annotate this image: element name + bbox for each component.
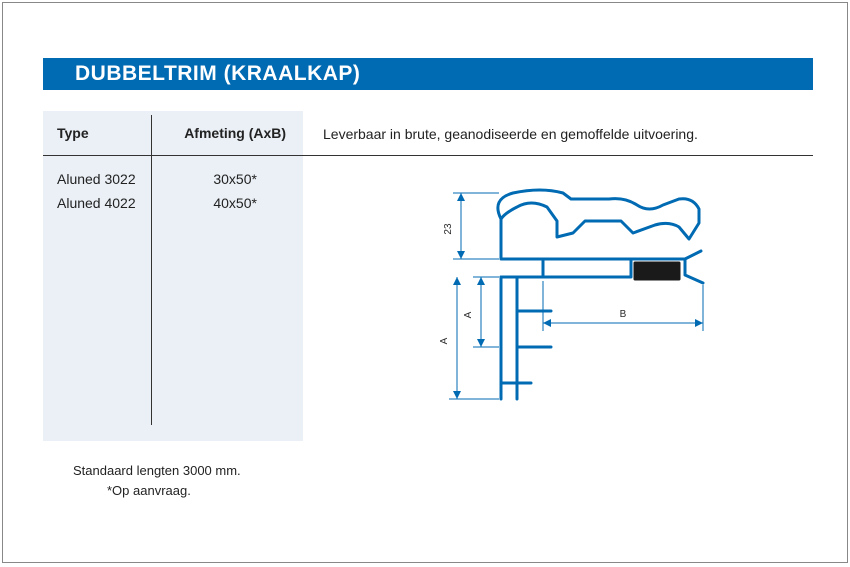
table-header-row: Type Afmeting (AxB) [43,111,303,155]
spec-table: Type Afmeting (AxB) Aluned 3022 30x50* A… [43,111,303,441]
dim-label-23: 23 [443,223,454,235]
vertical-rule [151,115,152,425]
page-title: DUBBELTRIM (KRAALKAP) [75,62,360,86]
cell-dim: 40x50* [159,191,303,215]
footnotes: Standaard lengten 3000 mm. *Op aanvraag. [73,461,241,500]
cell-type: Aluned 4022 [43,191,159,215]
footnote-length: Standaard lengten 3000 mm. [73,461,241,481]
col-header-dim: Afmeting (AxB) [159,111,303,155]
page-frame: DUBBELTRIM (KRAALKAP) Type Afmeting (AxB… [2,2,848,563]
dim-label-a-inner: A [463,311,474,318]
profile-diagram: 23 A A B [373,183,733,443]
cell-type: Aluned 3022 [43,155,159,191]
table-row: Aluned 3022 30x50* [43,155,303,191]
cell-dim: 30x50* [159,155,303,191]
availability-note: Leverbaar in brute, geanodiseerde en gem… [323,126,698,142]
footnote-request: *Op aanvraag. [73,481,241,501]
dim-label-b: B [620,309,627,320]
dim-label-a-outer: A [439,337,450,344]
title-bar: DUBBELTRIM (KRAALKAP) [43,58,813,90]
col-header-type: Type [43,111,159,155]
table-row: Aluned 4022 40x50* [43,191,303,215]
horizontal-rule [43,155,813,156]
